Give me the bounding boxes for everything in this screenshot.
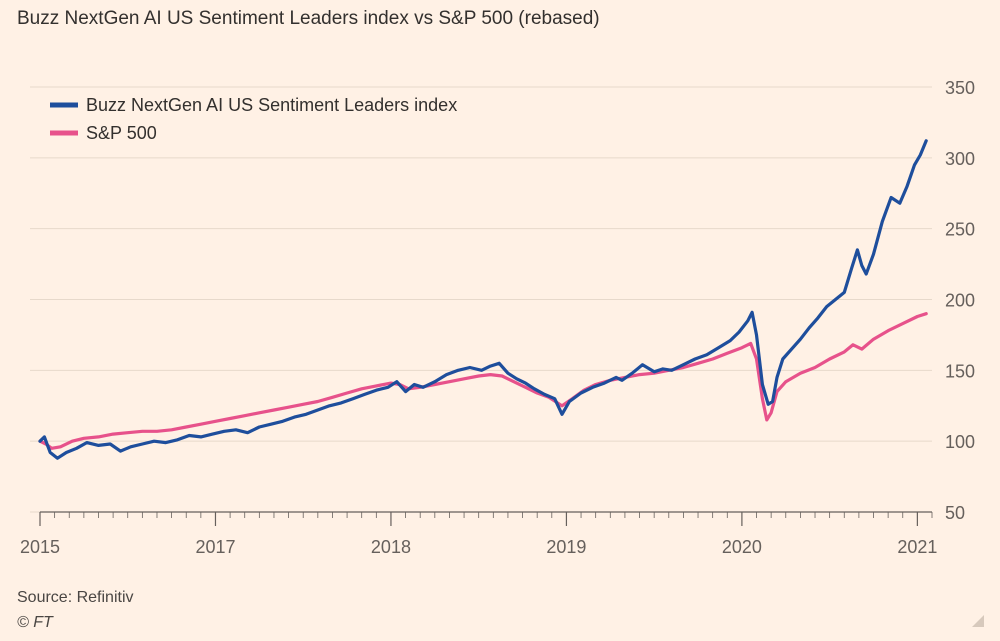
legend-label: Buzz NextGen AI US Sentiment Leaders ind…	[86, 95, 457, 115]
x-tick-label: 2020	[722, 537, 762, 557]
legend: Buzz NextGen AI US Sentiment Leaders ind…	[50, 95, 457, 143]
copyright-note: © FT	[17, 614, 53, 631]
y-tick-label: 200	[945, 291, 975, 311]
source-note: Source: Refinitiv	[17, 589, 134, 606]
resize-corner-icon	[972, 615, 984, 627]
x-tick-label: 2017	[195, 537, 235, 557]
y-axis: 50 100 150 200 250 300 350	[945, 78, 975, 523]
y-tick-label: 300	[945, 149, 975, 169]
legend-label: S&P 500	[86, 123, 157, 143]
x-axis: 2015 2017 2018 2019 2020 2021	[20, 511, 937, 557]
y-tick-label: 150	[945, 361, 975, 381]
x-tick-label: 2015	[20, 537, 60, 557]
x-tick-label: 2019	[546, 537, 586, 557]
gridlines	[30, 86, 932, 513]
series-lines	[38, 139, 928, 460]
x-tick-label: 2018	[371, 537, 411, 557]
y-tick-label: 100	[945, 432, 975, 452]
y-tick-label: 350	[945, 78, 975, 98]
series-line	[38, 312, 928, 450]
y-tick-label: 250	[945, 220, 975, 240]
x-tick-label: 2021	[897, 537, 937, 557]
chart-title: Buzz NextGen AI US Sentiment Leaders ind…	[17, 8, 600, 29]
y-tick-label: 50	[945, 503, 965, 523]
series-line	[38, 139, 928, 460]
